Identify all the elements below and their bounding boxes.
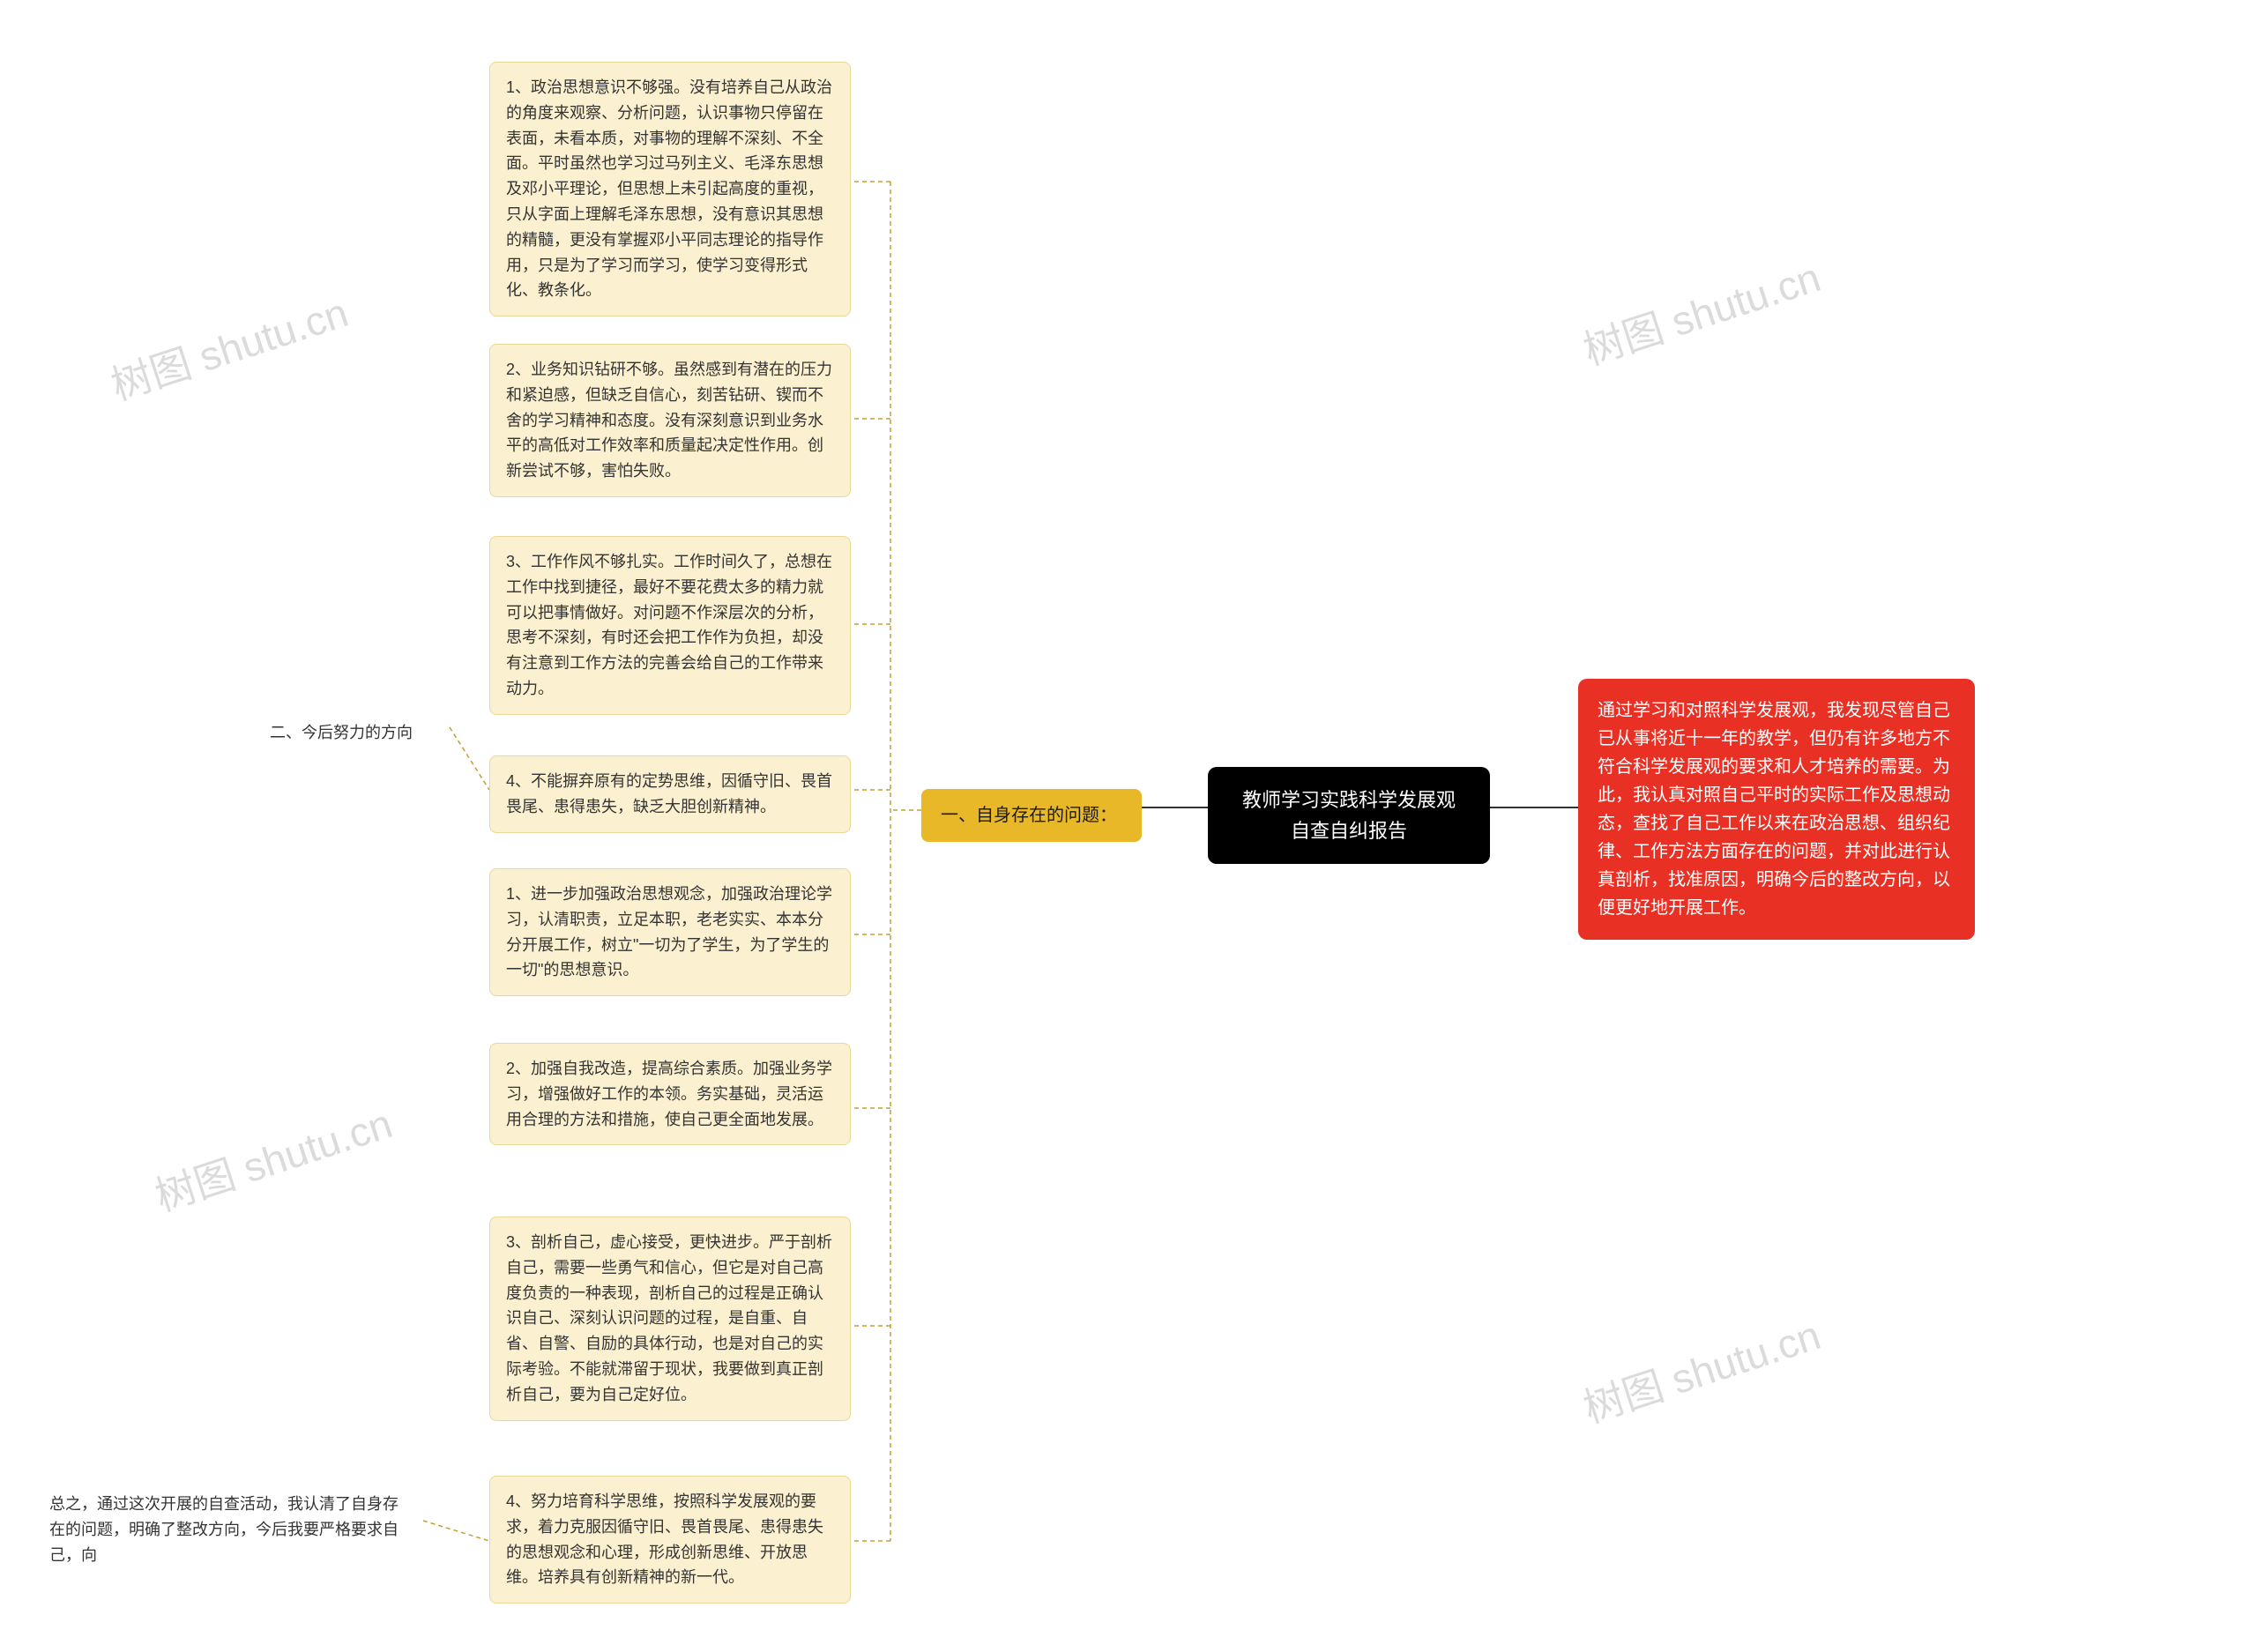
- watermark: 树图 shutu.cn: [103, 281, 354, 413]
- problem-item-3[interactable]: 3、工作作风不够扎实。工作时间久了，总想在工作中找到捷径，最好不要花费太多的精力…: [489, 536, 851, 715]
- problem-item-4-text: 4、不能摒弃原有的定势思维，因循守旧、畏首畏尾、患得患失，缺乏大胆创新精神。: [506, 772, 832, 815]
- problem-item-1[interactable]: 1、政治思想意识不够强。没有培养自己从政治的角度来观察、分析问题，认识事物只停留…: [489, 62, 851, 316]
- direction-item-2[interactable]: 2、加强自我改造，提高综合素质。加强业务学习，增强做好工作的本领。务实基础，灵活…: [489, 1043, 851, 1145]
- watermark: 树图 shutu.cn: [1575, 246, 1827, 377]
- direction-item-3[interactable]: 3、剖析自己，虚心接受，更快进步。严于剖析自己，需要一些勇气和信心，但它是对自己…: [489, 1217, 851, 1421]
- problem-item-2-text: 2、业务知识钻研不够。虽然感到有潜在的压力和紧迫感，但缺乏自信心，刻苦钻研、锲而…: [506, 361, 832, 480]
- section-1-node[interactable]: 一、自身存在的问题：: [921, 789, 1142, 842]
- section-2-node[interactable]: 二、今后努力的方向: [256, 710, 450, 756]
- section-2-label: 二、今后努力的方向: [270, 724, 413, 741]
- section-1-label: 一、自身存在的问题：: [941, 806, 1117, 825]
- root-title: 教师学习实践科学发展观 自查自纠报告: [1242, 789, 1456, 842]
- problem-item-2[interactable]: 2、业务知识钻研不够。虽然感到有潜在的压力和紧迫感，但缺乏自信心，刻苦钻研、锲而…: [489, 344, 851, 497]
- problem-item-1-text: 1、政治思想意识不够强。没有培养自己从政治的角度来观察、分析问题，认识事物只停留…: [506, 78, 832, 299]
- watermark: 树图 shutu.cn: [147, 1092, 399, 1224]
- direction-item-1[interactable]: 1、进一步加强政治思想观念，加强政治理论学习，认清职责，立足本职，老老实实、本本…: [489, 868, 851, 996]
- problem-item-4[interactable]: 4、不能摒弃原有的定势思维，因循守旧、畏首畏尾、患得患失，缺乏大胆创新精神。: [489, 755, 851, 833]
- direction-item-1-text: 1、进一步加强政治思想观念，加强政治理论学习，认清职责，立足本职，老老实实、本本…: [506, 885, 832, 979]
- direction-item-4-text: 4、努力培育科学思维，按照科学发展观的要求，着力克服因循守旧、畏首畏尾、患得患失…: [506, 1492, 823, 1586]
- watermark: 树图 shutu.cn: [1575, 1304, 1827, 1435]
- intro-text: 通过学习和对照科学发展观，我发现尽管自己已从事将近十一年的教学，但仍有许多地方不…: [1598, 701, 1950, 918]
- problem-item-3-text: 3、工作作风不够扎实。工作时间久了，总想在工作中找到捷径，最好不要花费太多的精力…: [506, 553, 832, 697]
- intro-node[interactable]: 通过学习和对照科学发展观，我发现尽管自己已从事将近十一年的教学，但仍有许多地方不…: [1578, 679, 1975, 940]
- direction-item-4[interactable]: 4、努力培育科学思维，按照科学发展观的要求，着力克服因循守旧、畏首畏尾、患得患失…: [489, 1476, 851, 1604]
- summary-text: 总之，通过这次开展的自查活动，我认清了自身存在的问题，明确了整改方向，今后我要严…: [49, 1495, 399, 1564]
- direction-item-2-text: 2、加强自我改造，提高综合素质。加强业务学习，增强做好工作的本领。务实基础，灵活…: [506, 1060, 832, 1128]
- summary-node[interactable]: 总之，通过这次开展的自查活动，我认清了自身存在的问题，明确了整改方向，今后我要严…: [35, 1481, 423, 1578]
- root-node[interactable]: 教师学习实践科学发展观 自查自纠报告: [1208, 767, 1490, 864]
- direction-item-3-text: 3、剖析自己，虚心接受，更快进步。严于剖析自己，需要一些勇气和信心，但它是对自己…: [506, 1233, 832, 1403]
